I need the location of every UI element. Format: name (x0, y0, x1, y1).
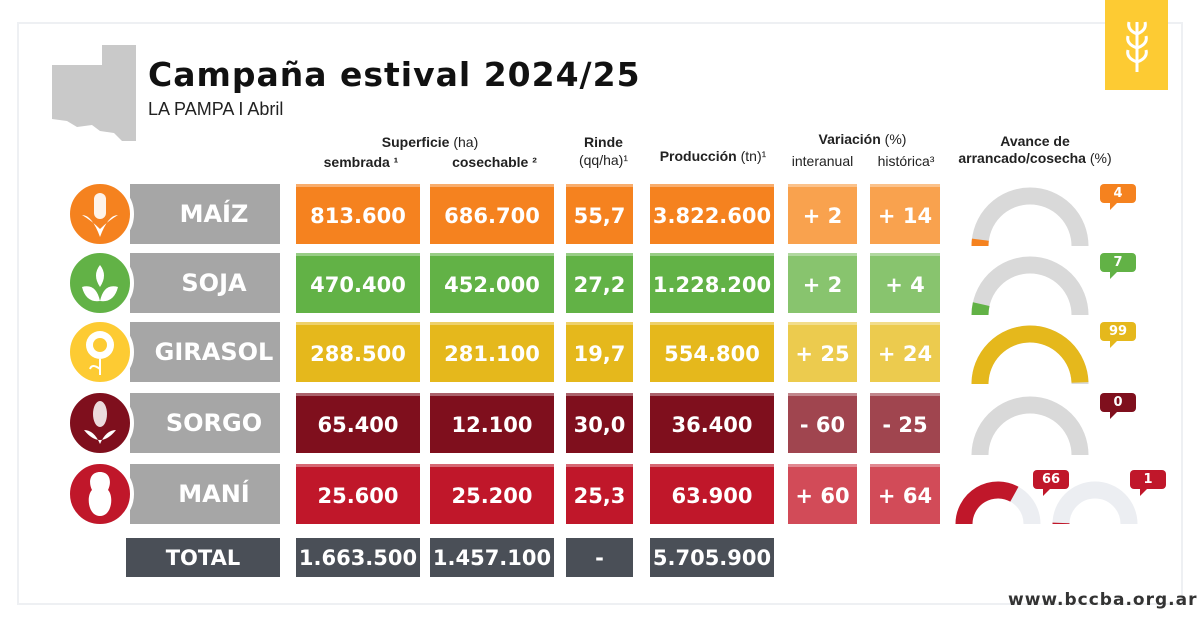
crop-label-2: GIRASOL (130, 322, 280, 382)
page-subtitle: LA PAMPA I Abril (148, 99, 284, 119)
cell-historica: + 14 (870, 184, 940, 244)
cell-rinde: 55,7 (566, 184, 633, 244)
cell-rinde: 19,7 (566, 322, 633, 382)
crop-label-3: SORGO (130, 393, 280, 453)
website-url[interactable]: www.bccba.org.ar (1008, 590, 1198, 610)
cell-cosechable: 281.100 (430, 322, 554, 382)
cell-interanual: + 2 (788, 253, 857, 313)
cell-sembrada: 288.500 (296, 322, 420, 382)
soy-plant-icon (66, 249, 134, 317)
sunflower-icon (66, 318, 134, 386)
page-title: Campaña estival 2024/25 (148, 55, 641, 94)
total-rinde: - (566, 538, 633, 577)
cell-historica: + 4 (870, 253, 940, 313)
header-variacion: Variación (%) (818, 131, 907, 147)
cell-rinde: 30,0 (566, 393, 633, 453)
infographic-card (17, 22, 1183, 605)
sorghum-icon (66, 389, 134, 457)
corn-icon (66, 180, 134, 248)
crop-label-1: SOJA (130, 253, 280, 313)
total-sembrada: 1.663.500 (296, 538, 420, 577)
header-avance: Avance de (1000, 133, 1070, 149)
header-rinde-unit: (qq/ha)¹ (578, 152, 629, 168)
wheat-logo (1105, 0, 1168, 90)
wheat-icon (1126, 21, 1148, 72)
header-rinde: Rinde (584, 134, 623, 150)
total-label: TOTAL (126, 538, 280, 577)
gauge-value-badge: 66 (1033, 470, 1069, 496)
header-interanual: interanual (791, 153, 854, 169)
header-sembrada: sembrada ¹ (323, 154, 399, 170)
cell-historica: + 64 (870, 464, 940, 524)
cell-sembrada: 65.400 (296, 393, 420, 453)
cell-cosechable: 25.200 (430, 464, 554, 524)
cell-cosechable: 12.100 (430, 393, 554, 453)
cell-produccion: 1.228.200 (650, 253, 774, 313)
crop-label-4: MANÍ (130, 464, 280, 524)
header-avance-2: arrancado/cosecha (%) (958, 150, 1112, 166)
crop-label-0: MAÍZ (130, 184, 280, 244)
cell-rinde: 25,3 (566, 464, 633, 524)
la-pampa-map-icon (52, 45, 136, 141)
cell-produccion: 3.822.600 (650, 184, 774, 244)
peanut-icon (66, 460, 134, 528)
cell-sembrada: 25.600 (296, 464, 420, 524)
cell-interanual: + 25 (788, 322, 857, 382)
cell-produccion: 63.900 (650, 464, 774, 524)
gauge-value-badge: 99 (1100, 322, 1136, 348)
gauge-value-badge: 4 (1100, 184, 1136, 210)
gauge-value-badge: 1 (1130, 470, 1166, 496)
total-cosechable: 1.457.100 (430, 538, 554, 577)
cell-interanual: + 2 (788, 184, 857, 244)
cell-sembrada: 813.600 (296, 184, 420, 244)
cell-historica: + 24 (870, 322, 940, 382)
cell-produccion: 36.400 (650, 393, 774, 453)
cell-historica: - 25 (870, 393, 940, 453)
total-produccion: 5.705.900 (650, 538, 774, 577)
header-cosechable: cosechable ² (452, 154, 537, 170)
cell-produccion: 554.800 (650, 322, 774, 382)
header-superficie: Superficie (ha) (381, 134, 479, 150)
cell-interanual: + 60 (788, 464, 857, 524)
header-historica: histórica³ (877, 153, 935, 169)
cell-interanual: - 60 (788, 393, 857, 453)
header-produccion: Producción (tn)¹ (659, 148, 767, 164)
cell-sembrada: 470.400 (296, 253, 420, 313)
gauge-value-badge: 0 (1100, 393, 1136, 419)
cell-cosechable: 452.000 (430, 253, 554, 313)
gauge-value-badge: 7 (1100, 253, 1136, 279)
cell-rinde: 27,2 (566, 253, 633, 313)
cell-cosechable: 686.700 (430, 184, 554, 244)
